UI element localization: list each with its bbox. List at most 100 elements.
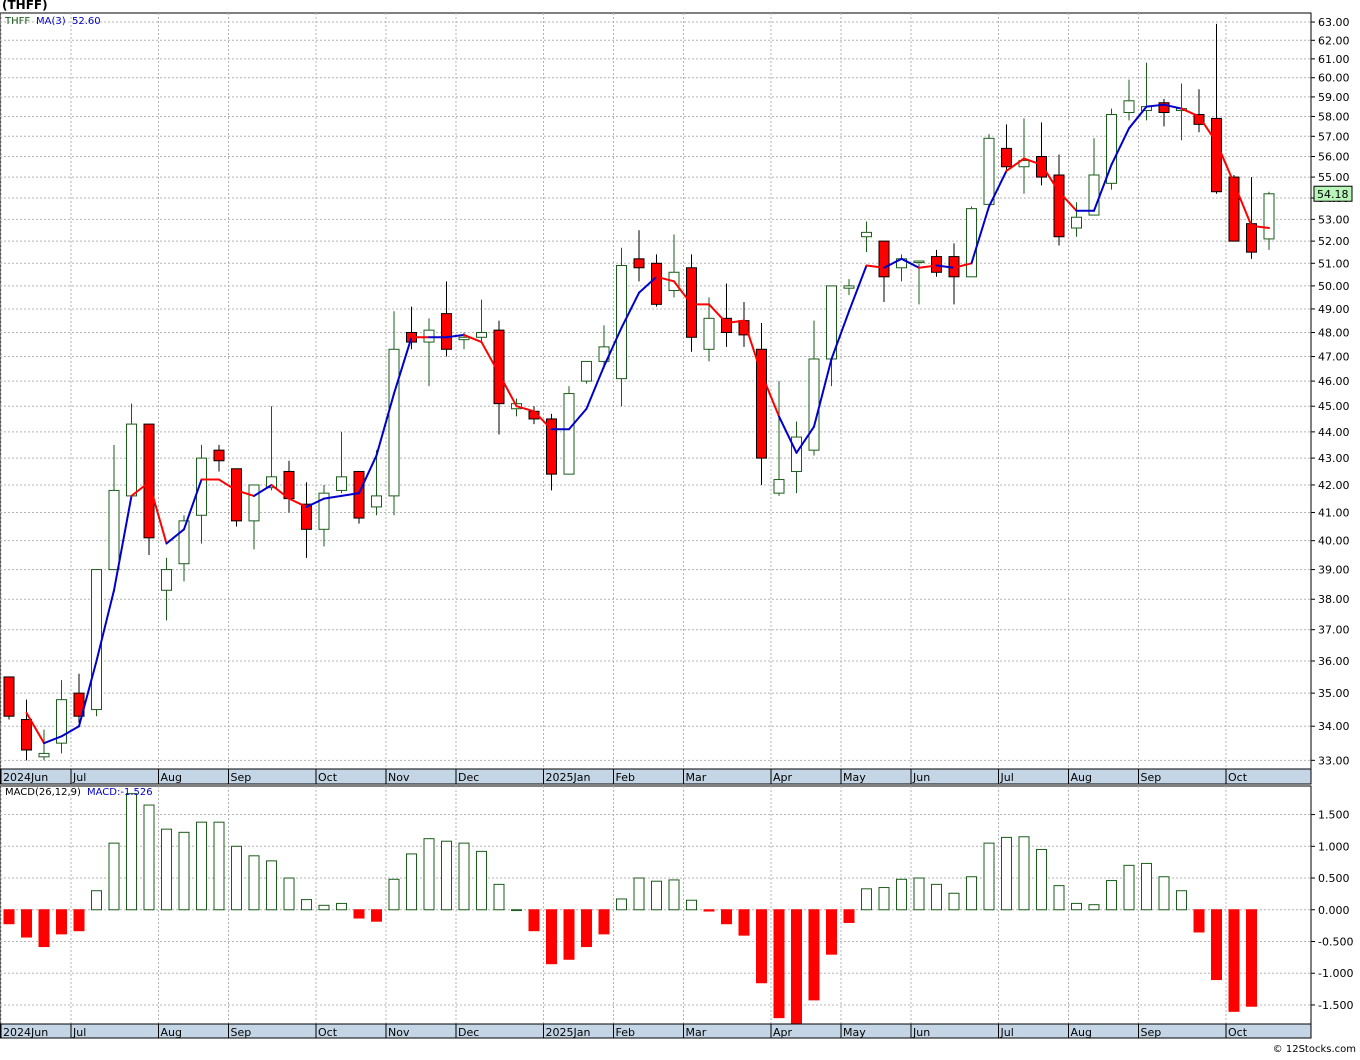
ma-segment [1023,157,1043,166]
ma-segment [533,410,553,431]
last-price-label: 54.18 [1317,188,1349,201]
macd-bar [598,909,610,935]
macd-legend-label: MACD(26,12,9) [5,787,81,798]
price-tick-label: 41.00 [1318,506,1350,519]
candle-body [546,418,557,475]
macd-bar [1211,909,1222,981]
price-plot-area [0,12,1312,770]
macd-bar [861,888,872,911]
candle-body [1053,174,1065,238]
candle-body [1158,102,1170,114]
candle-body [38,752,50,758]
macd-bar [3,909,15,925]
price-tick-label: 57.00 [1318,130,1350,143]
macd-bar [301,899,312,911]
macd-bar [283,877,295,911]
macd-bar [931,883,942,911]
ma-segment [743,319,763,375]
price-tick-label: 62.00 [1318,34,1350,47]
ma-segment [708,303,728,325]
price-tick-label: 55.00 [1318,171,1350,184]
ma-segment [918,264,938,269]
candle-body [231,468,242,522]
candle-body [161,569,172,591]
ma-segment [953,262,973,269]
macd-bar [1176,890,1187,911]
price-tick-label: 44.00 [1318,426,1350,439]
ma-segment [655,275,675,283]
macd-date-tick-label: Sep [231,1026,252,1039]
macd-date-tick-label: May [843,1026,866,1039]
macd-bar [826,909,837,955]
candle-body [178,520,190,565]
macd-bar [1123,864,1135,911]
macd-bar [56,909,67,935]
macd-date-tick-label: Aug [161,1026,182,1039]
ma-segment [970,205,990,265]
ma-segment [515,405,535,413]
macd-bar [1193,909,1205,933]
macd-date-tick-label: Apr [773,1026,793,1039]
ma-segment [725,319,745,325]
macd-date-tick-label: Oct [1228,1026,1248,1039]
price-tick-label: 51.00 [1318,257,1350,270]
macd-bar [406,853,417,911]
candle-body [336,476,347,491]
date-tick-label: Sep [231,771,252,784]
ma-segment [1110,127,1130,166]
price-legend-ma-label: MA(3) [36,16,66,27]
ma-segment [585,365,605,410]
macd-bar [738,909,750,936]
ma-segment [1145,103,1165,108]
candle-body [721,317,732,334]
ma-segment [760,372,780,418]
date-tick-label: Nov [388,771,410,784]
ma-segment [1128,105,1148,130]
price-tick-label: 56.00 [1318,151,1350,164]
price-tick-label: 50.00 [1318,280,1350,293]
ma-segment [1093,163,1113,212]
macd-tick-label: 0.000 [1318,904,1350,917]
candle-body [1123,100,1135,114]
price-tick-label: 52.00 [1318,235,1350,248]
macd-bar [248,855,260,911]
price-tick-label: 43.00 [1318,452,1350,465]
date-tick-label: Jun [912,771,930,784]
macd-bar [633,877,645,911]
ma-segment [148,481,168,545]
candle-body [966,208,977,278]
candle-body [371,495,382,508]
candle-body [1001,147,1012,168]
price-tick-label: 49.00 [1318,303,1350,316]
ma-segment [113,494,133,592]
candle-body [1246,223,1257,253]
price-tick-label: 33.00 [1318,754,1350,767]
last-price-box [1313,185,1353,202]
ma-segment [60,725,80,738]
ma-segment [218,478,238,492]
candle-body [423,329,435,343]
ma-segment [778,415,798,454]
macd-panel: 1.500 1.000 0.500 0.000 -0.500 -1.000 -1.500 20… [0,785,1353,1039]
candle-body [616,265,627,380]
macd-bar [948,892,960,911]
price-legend-ma-value: 52.60 [72,16,101,27]
date-tick-label: Aug [1071,771,1092,784]
ma-segment [1215,141,1235,185]
candle-body [196,457,207,516]
price-tick-label: 58.00 [1318,110,1350,123]
macd-bar [616,898,627,911]
ma-segment [25,711,45,745]
date-tick-label: 2025Jan [546,771,591,784]
date-tick-label: Feb [616,771,635,784]
macd-date-tick-label: Oct [318,1026,338,1039]
candle-body [686,267,697,338]
candle-body [791,436,802,472]
candle-body [633,258,645,269]
macd-bar [1158,876,1170,911]
macd-bar [843,909,855,923]
ma-segment [288,497,308,508]
date-tick-label: Jul [1000,771,1014,784]
macd-bar [511,909,522,912]
